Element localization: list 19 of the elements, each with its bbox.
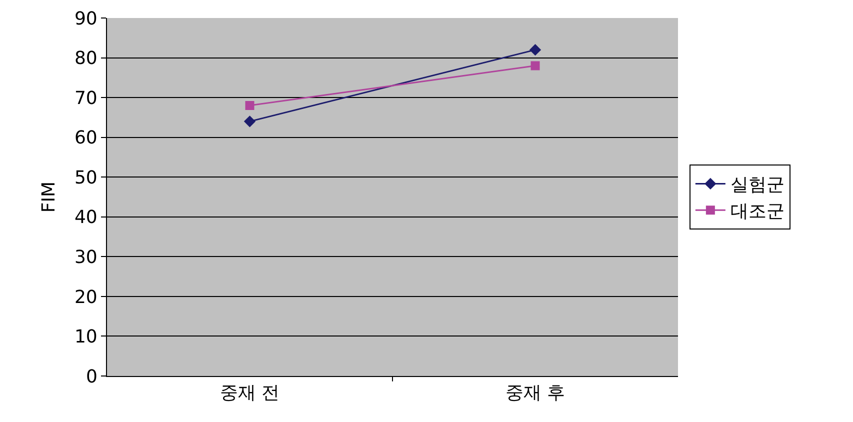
y-axis-title: FIM xyxy=(38,181,60,213)
y-tick-label: 90 xyxy=(74,8,98,30)
x-tick-label: 중재 전 xyxy=(220,382,280,404)
y-tick-label: 0 xyxy=(86,366,98,388)
y-tick-label: 60 xyxy=(74,128,98,149)
y-tick-label: 20 xyxy=(74,286,98,308)
point xyxy=(530,61,540,70)
y-tick-label: 40 xyxy=(74,207,98,228)
y-tick-label: 50 xyxy=(74,167,98,188)
x-tick-label: 중재 후 xyxy=(505,382,566,404)
legend-label: 대조군 xyxy=(730,201,784,222)
y-tick-label: 30 xyxy=(74,246,98,268)
y-tick-label: 80 xyxy=(74,48,98,70)
y-tick-label: 70 xyxy=(74,88,98,109)
point xyxy=(529,44,542,56)
y-tick-label: 10 xyxy=(74,326,98,348)
point xyxy=(244,116,256,128)
legend-label: 실험군 xyxy=(730,174,784,196)
point xyxy=(245,101,254,110)
